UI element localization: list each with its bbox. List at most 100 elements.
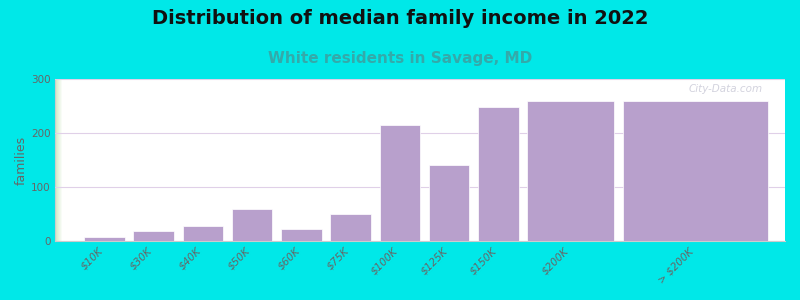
Bar xyxy=(58,79,65,241)
Bar xyxy=(61,79,68,241)
Bar xyxy=(59,79,66,241)
Bar xyxy=(61,79,68,241)
Bar xyxy=(61,79,68,241)
Bar xyxy=(62,79,69,241)
Bar xyxy=(58,79,65,241)
Bar xyxy=(60,79,67,241)
Bar xyxy=(84,237,125,241)
Bar xyxy=(56,79,63,241)
Bar xyxy=(58,79,65,241)
Bar xyxy=(61,79,68,241)
Bar xyxy=(62,79,69,241)
Bar xyxy=(55,79,62,241)
Bar xyxy=(57,79,64,241)
Bar xyxy=(330,214,371,241)
Bar xyxy=(62,79,69,241)
Bar xyxy=(59,79,67,241)
Bar xyxy=(61,79,68,241)
Bar xyxy=(57,79,64,241)
Bar xyxy=(60,79,67,241)
Bar xyxy=(59,79,66,241)
Bar xyxy=(61,79,68,241)
Bar xyxy=(58,79,66,241)
Bar xyxy=(62,79,70,241)
Bar xyxy=(478,107,518,241)
Bar xyxy=(56,79,63,241)
Bar xyxy=(62,79,69,241)
Bar xyxy=(58,79,66,241)
Bar xyxy=(61,79,68,241)
Bar xyxy=(57,79,64,241)
Text: White residents in Savage, MD: White residents in Savage, MD xyxy=(268,51,532,66)
Bar xyxy=(58,79,65,241)
Bar xyxy=(61,79,68,241)
Bar xyxy=(57,79,64,241)
Bar xyxy=(59,79,66,241)
Bar xyxy=(61,79,68,241)
Bar xyxy=(56,79,63,241)
Bar xyxy=(58,79,66,241)
Bar xyxy=(62,79,69,241)
Bar xyxy=(62,79,69,241)
Bar xyxy=(57,79,64,241)
Bar xyxy=(61,79,68,241)
Bar xyxy=(55,79,62,241)
Bar xyxy=(62,79,69,241)
Bar xyxy=(57,79,64,241)
Bar xyxy=(623,100,768,241)
Bar xyxy=(57,79,64,241)
Bar xyxy=(59,79,66,241)
Bar xyxy=(429,165,470,241)
Bar xyxy=(56,79,63,241)
Bar xyxy=(58,79,65,241)
Bar xyxy=(60,79,67,241)
Bar xyxy=(56,79,63,241)
Bar xyxy=(56,79,63,241)
Bar xyxy=(62,79,70,241)
Bar xyxy=(59,79,66,241)
Bar xyxy=(56,79,63,241)
Y-axis label: families: families xyxy=(15,136,28,184)
Bar xyxy=(58,79,66,241)
Bar xyxy=(58,79,66,241)
Bar xyxy=(62,79,69,241)
Bar xyxy=(62,79,70,241)
Bar xyxy=(281,229,322,241)
Bar xyxy=(57,79,64,241)
Bar xyxy=(61,79,69,241)
Bar xyxy=(57,79,64,241)
Bar xyxy=(59,79,66,241)
Bar xyxy=(55,79,62,241)
Bar xyxy=(57,79,64,241)
Bar xyxy=(58,79,66,241)
Bar xyxy=(58,79,66,241)
Bar xyxy=(58,79,66,241)
Bar xyxy=(62,79,69,241)
Bar xyxy=(56,79,63,241)
Bar xyxy=(60,79,67,241)
Bar xyxy=(56,79,64,241)
Bar xyxy=(56,79,63,241)
Bar xyxy=(55,79,62,241)
Bar xyxy=(60,79,68,241)
Bar xyxy=(59,79,66,241)
Bar xyxy=(58,79,65,241)
Bar xyxy=(58,79,66,241)
Bar xyxy=(58,79,66,241)
Bar xyxy=(59,79,66,241)
Text: City-Data.com: City-Data.com xyxy=(689,84,763,94)
Bar xyxy=(134,231,174,241)
Bar xyxy=(232,209,273,241)
Bar xyxy=(62,79,70,241)
Bar xyxy=(62,79,70,241)
Bar xyxy=(62,79,70,241)
Bar xyxy=(379,125,420,241)
Bar xyxy=(58,79,65,241)
Bar xyxy=(55,79,63,241)
Bar xyxy=(60,79,67,241)
Bar xyxy=(182,226,223,241)
Bar xyxy=(59,79,66,241)
Bar xyxy=(60,79,67,241)
Bar xyxy=(58,79,66,241)
Bar xyxy=(60,79,67,241)
